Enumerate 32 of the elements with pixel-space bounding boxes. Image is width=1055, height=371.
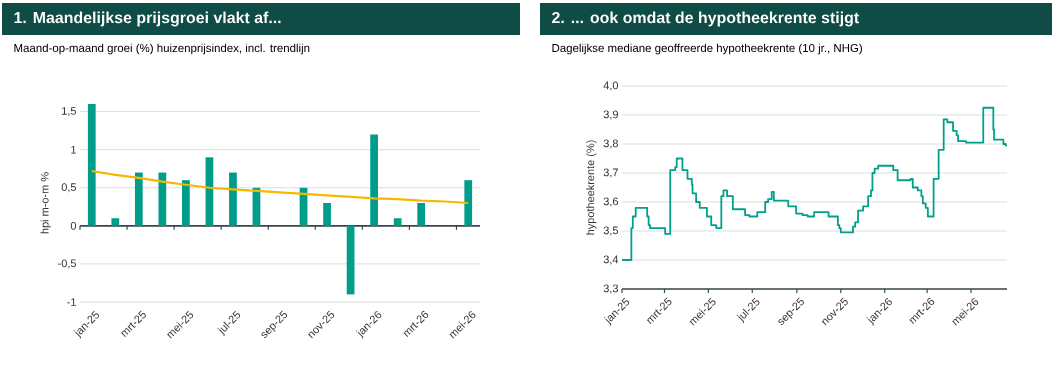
y-tick-label: 0 (70, 221, 77, 230)
bar (182, 180, 190, 226)
y-tick-label: 4,0 (603, 81, 619, 91)
y-tick-label: 3,5 (603, 226, 619, 236)
y-tick-label: 3,6 (603, 197, 618, 207)
bar (134, 172, 143, 226)
y-tick-label: 0,5 (61, 183, 77, 193)
chart-title: 1. Maandelijkse prijsgroei vlakt af... (14, 11, 281, 27)
line-series (90, 169, 470, 205)
y-tick-label: 3,7 (603, 168, 618, 178)
bar (158, 172, 167, 226)
bar (417, 203, 426, 226)
y-tick-label: 3,9 (603, 110, 618, 120)
y-axis-title: hpi m-o-m % (40, 172, 51, 234)
bar (393, 218, 402, 226)
y-tick-label: -1 (67, 298, 76, 306)
y-tick-label: 1 (71, 145, 76, 154)
bar (229, 172, 237, 226)
y-tick-label: 3,3 (603, 284, 618, 294)
chart-subtitle: Dagelijkse mediane geoffreerde hypotheekrente (10 jr., NHG) (552, 43, 862, 55)
y-tick-label: 3,8 (603, 139, 618, 149)
y-tick-label: 1,5 (62, 107, 77, 117)
y-tick-label: -0,5 (58, 259, 77, 269)
chart-title: 2. ... ook omdat de hypotheekrente stijgt (552, 11, 859, 27)
bar (370, 134, 378, 226)
bar (323, 203, 331, 226)
y-tick-label: 3,4 (603, 255, 619, 265)
chart-subtitle: Maand-op-maand groei (%) huizenprijsindex, incl. trendlijn (14, 43, 310, 55)
bar (111, 218, 120, 226)
y-axis-title: hypotheekrente (%) (586, 140, 597, 235)
bar (464, 180, 473, 226)
bar (87, 104, 96, 226)
